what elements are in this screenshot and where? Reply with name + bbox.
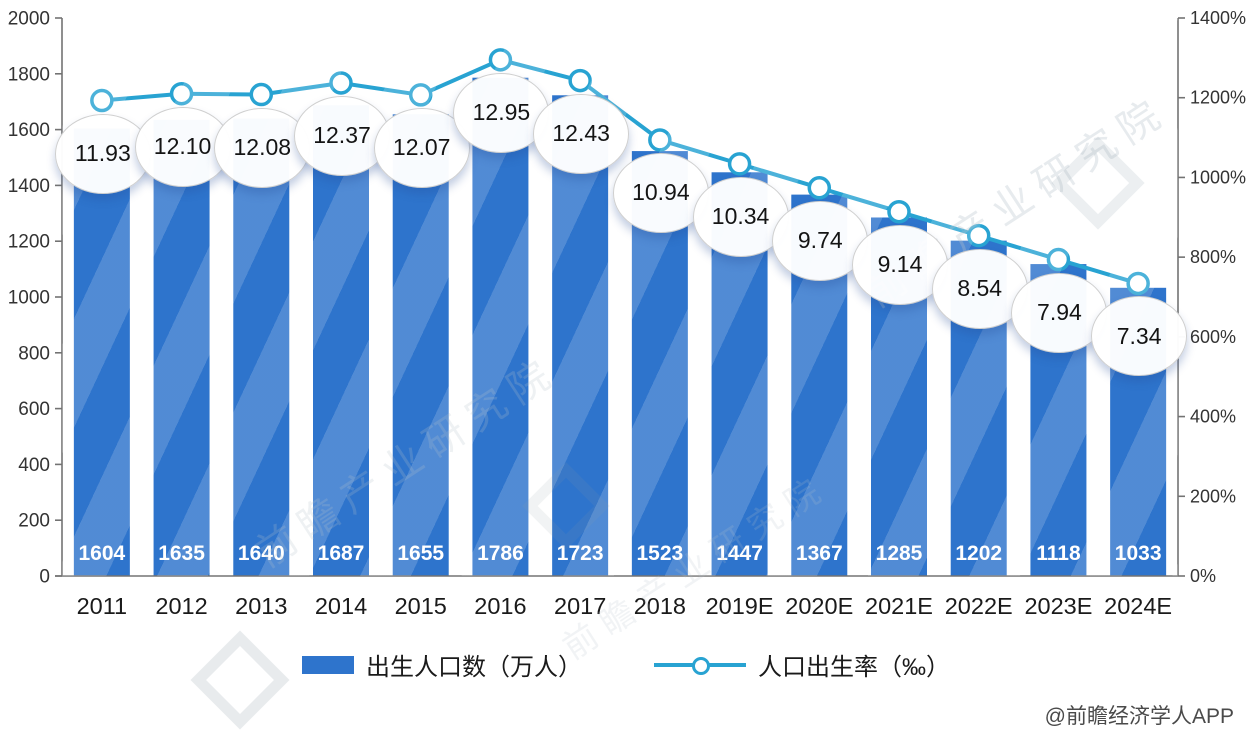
legend-label-births: 出生人口数（万人） <box>366 654 582 681</box>
bar-value-2018: 1523 <box>636 542 683 565</box>
bar-value-2016: 1786 <box>477 542 524 565</box>
left-axis-tick-400: 400 <box>18 455 50 476</box>
bar-2016 <box>472 77 529 577</box>
x-axis-label-2020E: 2020E <box>785 593 853 619</box>
legend-item-births: 出生人口数（万人） <box>302 647 582 682</box>
bar-value-2014: 1687 <box>318 542 365 565</box>
x-axis-label-2021E: 2021E <box>865 593 933 619</box>
line-marker-2012 <box>169 81 194 106</box>
left-axis-tick-0: 0 <box>39 567 50 588</box>
x-axis-label-2012: 2012 <box>155 593 207 619</box>
x-axis-label-2019E: 2019E <box>706 593 774 619</box>
bar-2019E <box>711 172 768 577</box>
line-marker-2024E <box>1126 271 1150 296</box>
line-marker-2011 <box>90 88 114 113</box>
line-marker-2021E <box>887 199 911 224</box>
bar-value-2013: 1640 <box>238 542 285 565</box>
bar-2015 <box>392 114 449 576</box>
line-marker-2015 <box>408 83 433 107</box>
line-marker-2016 <box>488 48 513 72</box>
legend-item-birthrate: 人口出生率（‰） <box>654 647 950 682</box>
left-axis-tick-1000: 1000 <box>8 288 50 309</box>
chart-legend: 出生人口数（万人） 人口出生率（‰） <box>0 647 1252 682</box>
bar-2013 <box>233 118 290 576</box>
right-axis-tick-0%: 0% <box>1190 566 1216 586</box>
bar-value-2012: 1635 <box>158 542 205 565</box>
x-axis-label-2024E: 2024E <box>1104 593 1172 619</box>
bar-value-2011: 1604 <box>78 542 125 565</box>
bar-value-2022E: 1202 <box>955 542 1002 565</box>
line-marker-2019E <box>727 152 752 176</box>
bar-2014 <box>313 105 369 577</box>
left-axis-tick-800: 800 <box>18 343 50 364</box>
line-marker-2014 <box>329 71 353 95</box>
x-axis-label-2015: 2015 <box>395 593 447 619</box>
bar-2023E <box>1030 264 1087 576</box>
bar-value-2017: 1723 <box>557 542 604 565</box>
left-axis-tick-1400: 1400 <box>8 176 50 197</box>
left-axis-tick-1600: 1600 <box>8 120 50 141</box>
left-axis-tick-1800: 1800 <box>8 64 50 85</box>
left-axis-tick-1200: 1200 <box>8 232 50 253</box>
bar-2011 <box>73 128 130 576</box>
x-axis-label-2022E: 2022E <box>945 593 1013 619</box>
bar-2012 <box>153 119 210 577</box>
line-marker-2022E <box>966 223 991 248</box>
bar-2022E <box>950 240 1007 576</box>
right-axis-tick-1000%: 1000% <box>1190 167 1246 187</box>
bar-value-2023E: 1118 <box>1036 542 1081 565</box>
left-axis-tick-2000: 2000 <box>8 9 50 30</box>
bar-value-2019E: 1447 <box>716 542 763 565</box>
right-axis-tick-600%: 600% <box>1190 327 1236 347</box>
line-marker-icon <box>654 656 746 675</box>
bar-value-2015: 1655 <box>397 542 444 565</box>
x-axis-label-2011: 2011 <box>77 593 128 619</box>
right-axis-tick-200%: 200% <box>1190 486 1236 506</box>
line-marker-2023E <box>1046 247 1071 272</box>
line-marker-2017 <box>568 68 592 93</box>
bar-swatch-icon <box>302 655 354 674</box>
x-axis-label-2013: 2013 <box>235 593 287 619</box>
bar-2017 <box>552 95 609 577</box>
right-axis-tick-1400%: 1400% <box>1190 8 1246 28</box>
x-axis-label-2023E: 2023E <box>1024 593 1092 619</box>
bar-value-2024E: 1033 <box>1115 542 1162 565</box>
bar-value-2021E: 1285 <box>876 542 923 565</box>
right-axis-tick-400%: 400% <box>1190 407 1236 427</box>
bar-2018 <box>631 151 688 576</box>
left-axis-tick-600: 600 <box>18 399 50 420</box>
line-marker-2018 <box>648 128 672 152</box>
x-axis-label-2018: 2018 <box>634 593 686 619</box>
right-axis-tick-1200%: 1200% <box>1190 88 1246 108</box>
line-marker-2020E <box>807 176 832 200</box>
bar-2024E <box>1110 287 1167 576</box>
x-axis-label-2017: 2017 <box>554 593 606 619</box>
bar-value-2020E: 1367 <box>796 542 843 565</box>
line-marker-2013 <box>249 82 274 107</box>
left-axis-tick-200: 200 <box>18 511 50 532</box>
legend-label-birthrate: 人口出生率（‰） <box>758 654 950 681</box>
bar-2020E <box>791 194 848 576</box>
x-axis-label-2016: 2016 <box>474 593 526 619</box>
bar-2021E <box>871 217 927 577</box>
x-axis-label-2014: 2014 <box>315 593 367 619</box>
right-axis-tick-800%: 800% <box>1190 247 1236 267</box>
attribution-text: @前瞻经济学人APP <box>1044 705 1234 728</box>
